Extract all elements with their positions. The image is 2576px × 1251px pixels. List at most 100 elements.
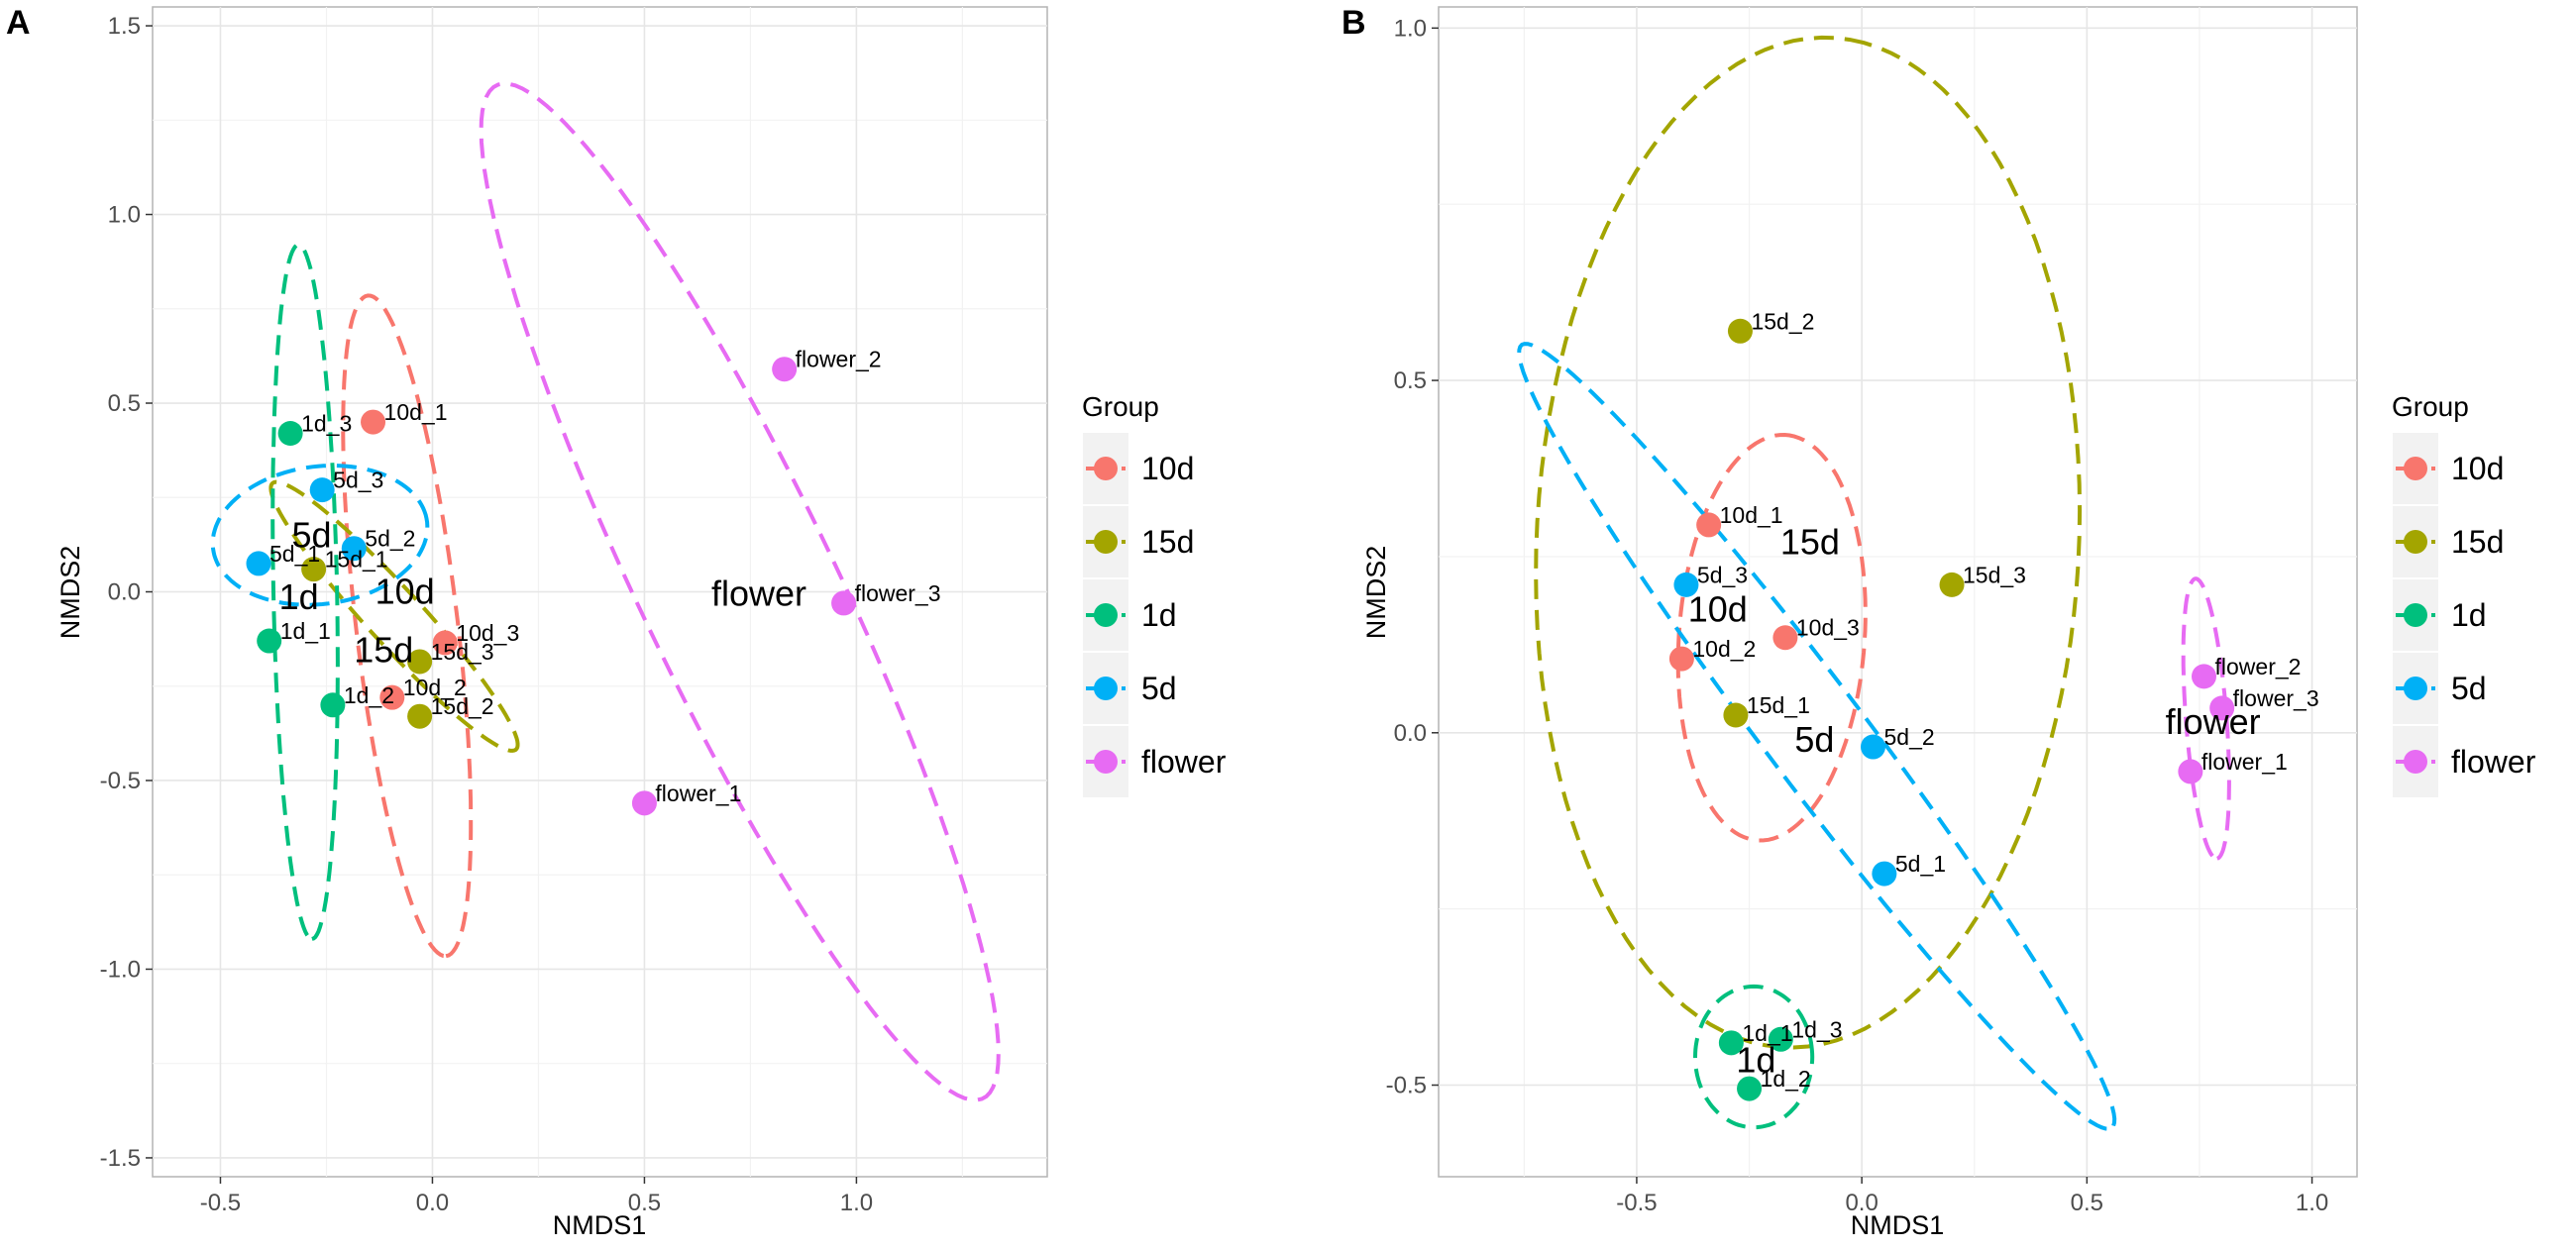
panel-b-point-5d_3 <box>1673 572 1699 597</box>
panel-a-legend-key-dot-1d <box>1094 603 1118 627</box>
panel-a-point-15d_2 <box>407 703 433 729</box>
panel-a-point-label-15d_3: 15d_3 <box>431 639 494 665</box>
panel-a-group-label-5d: 5d <box>291 514 331 555</box>
panel-a-point-label-10d_2: 10d_2 <box>403 675 467 700</box>
panel-b-group-label-1d: 1d <box>1736 1040 1775 1081</box>
panel-a-ellipses <box>210 81 1001 1102</box>
panel-b-y-tick-label: -0.5 <box>1386 1073 1427 1099</box>
panel-a-point-label-10d_3: 10d_3 <box>456 620 519 646</box>
panel-a-ellipse-flower <box>479 81 1001 1102</box>
panel-a-point-label-15d_1: 15d_1 <box>325 547 388 573</box>
panel-a-ellipse-5d <box>210 463 430 607</box>
panel-b-legend-title: Group <box>2392 391 2469 422</box>
panel-a-point-label-1d_3: 1d_3 <box>301 410 352 436</box>
panel-a-point-10d_1 <box>361 409 386 435</box>
panel-a-group-label-flower: flower <box>711 573 806 613</box>
panel-b-x-tick-label: 0.5 <box>2071 1190 2103 1216</box>
panel-b-point-label-15d_2: 15d_2 <box>1751 308 1814 334</box>
panel-b-point-15d_3 <box>1939 572 1965 597</box>
panel-b-legend-label-flower: flower <box>2451 744 2536 780</box>
panel-a-y-tick-label: 1.5 <box>108 13 141 40</box>
panel-a-y-tick-label: -1.5 <box>100 1145 141 1172</box>
panel-a-x-tick-label: 0.5 <box>628 1190 661 1216</box>
panel-a-point-10d_2 <box>379 684 405 710</box>
panel-b-group-label-10d: 10d <box>1688 588 1748 629</box>
panel-b-point-label-10d_3: 10d_3 <box>1796 615 1860 641</box>
panel-b-legend: Group 10d 15d 1d 5d flower <box>2391 391 2536 799</box>
panel-b-x-tick-label: 1.0 <box>2296 1190 2328 1216</box>
panel-a-point-flower_2 <box>772 357 798 382</box>
panel-b-point-10d_1 <box>1696 512 1722 538</box>
panel-b-legend-key-dot-10d <box>2404 457 2427 480</box>
panel-b-letter: B <box>1342 4 1366 42</box>
panel-b-y-tick-label: 1.0 <box>1394 15 1427 42</box>
panel-b-point-label-15d_3: 15d_3 <box>1963 562 2026 587</box>
panel-b-point-10d_2 <box>1668 646 1694 672</box>
panel-a-legend-label-flower: flower <box>1141 744 1227 780</box>
panel-a-point-label-1d_2: 1d_2 <box>344 682 394 708</box>
panel-b-x-tick-label: 0.0 <box>1845 1190 1878 1216</box>
panel-a-x-axis-title: NMDS1 <box>553 1210 647 1240</box>
panel-a-point-1d_2 <box>320 692 346 718</box>
panel-a-legend-title: Group <box>1082 391 1159 422</box>
panel-b-group-label-15d: 15d <box>1780 522 1840 563</box>
panel-a-point-flower_3 <box>831 590 857 616</box>
panel-a-ellipse-10d <box>341 293 474 959</box>
panel-a-point-label-flower_1: flower_1 <box>655 781 741 806</box>
panel-a-point-label-5d_3: 5d_3 <box>333 468 383 493</box>
panel-a-legend-key-dot-15d <box>1094 530 1118 554</box>
panel-b-point-1d_3 <box>1768 1026 1793 1052</box>
panel-b-ellipse-5d <box>1517 342 2117 1131</box>
panel-a-legend-key-dot-flower <box>1094 750 1118 774</box>
panel-b-legend-key-dot-5d <box>2404 677 2427 700</box>
panel-a-group-label-10d: 10d <box>376 572 435 612</box>
panel-b-point-10d_3 <box>1772 625 1798 651</box>
panel-a-y-axis-title: NMDS2 <box>55 546 85 640</box>
panel-b-point-label-10d_2: 10d_2 <box>1692 636 1756 662</box>
panel-a-point-label-15d_2: 15d_2 <box>431 693 494 719</box>
panel-b-points <box>1668 318 2235 1101</box>
panel-a-point-label-flower_3: flower_3 <box>855 580 941 606</box>
panel-a-letter: A <box>6 4 31 42</box>
panel-a-y-tick-label: 0.0 <box>108 579 141 606</box>
panel-b-point-5d_2 <box>1861 734 1886 760</box>
panel-a-point-flower_1 <box>631 790 657 816</box>
panel-a-ellipse-1d <box>270 243 340 941</box>
panel-b-x-axis-title: NMDS1 <box>1851 1210 1945 1240</box>
panel-a-point-5d_2 <box>341 536 367 562</box>
panel-b-legend-label-1d: 1d <box>2451 597 2487 633</box>
panel-b-y-tick-label: 0.0 <box>1394 720 1427 747</box>
panel-b-point-label-5d_1: 5d_1 <box>1895 851 1946 877</box>
panel-a-gridlines <box>153 7 1047 1177</box>
panel-b-point-flower_2 <box>2192 664 2216 689</box>
panel-a-legend-label-15d: 15d <box>1141 524 1194 560</box>
panel-a-group-label-15d: 15d <box>354 630 413 671</box>
panel-b: B 10d_1 10d_2 10d_3 15d_1 15d_2 15d_3 1d_1 1d_2… <box>1342 4 2536 1240</box>
panel-a-point-labels: 10d_1 10d_2 10d_3 15d_1 15d_2 15d_3 1d_1 1d_2 1d… <box>269 347 941 806</box>
panel-b-legend-key-dot-flower <box>2404 750 2427 774</box>
panel-a-point-5d_1 <box>246 551 271 576</box>
panel-b-gridlines <box>1439 7 2357 1177</box>
panel-a-legend-key-dot-10d <box>1094 457 1118 480</box>
panel-a-legend-label-10d: 10d <box>1141 451 1194 486</box>
panel-b-point-label-5d_3: 5d_3 <box>1697 562 1748 587</box>
panel-a-legend: Group 10d 15d 1d 5d flower <box>1081 391 1227 799</box>
panel-a-point-label-5d_1: 5d_1 <box>269 541 320 567</box>
panel-a-point-5d_3 <box>309 477 335 503</box>
panel-a-x-tick-label: -0.5 <box>200 1190 241 1216</box>
panel-a-point-label-1d_1: 1d_1 <box>280 618 331 644</box>
panel-b-axis-ticks: -0.5 0.0 0.5 1.0 -0.5 0.0 0.5 1.0 <box>1386 15 2329 1216</box>
panel-b-y-axis-title: NMDS2 <box>1361 546 1391 640</box>
panel-b-ellipse-flower <box>2181 576 2231 861</box>
panel-a-point-label-10d_1: 10d_1 <box>384 399 448 425</box>
panel-b-legend-key-dot-15d <box>2404 530 2427 554</box>
panel-a-point-15d_3 <box>407 649 433 675</box>
panel-b-point-1d_1 <box>1718 1030 1744 1056</box>
panel-a-y-tick-label: 0.5 <box>108 390 141 417</box>
panel-b-group-label-5d: 5d <box>1794 719 1834 760</box>
panel-a-legend-key-dot-5d <box>1094 677 1118 700</box>
panel-b-point-5d_1 <box>1872 861 1897 886</box>
panel-a-x-tick-label: 0.0 <box>416 1190 449 1216</box>
panel-b-ellipse-1d <box>1692 984 1815 1130</box>
